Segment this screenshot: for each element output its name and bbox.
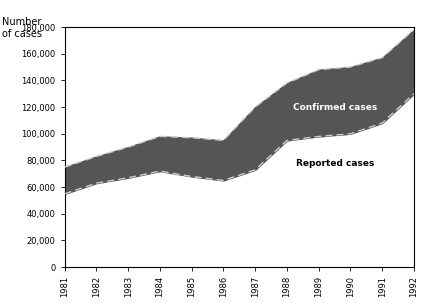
Text: Confirmed cases: Confirmed cases xyxy=(293,103,377,112)
Text: Number: Number xyxy=(2,17,41,27)
Text: Reported cases: Reported cases xyxy=(296,159,375,168)
Text: of cases: of cases xyxy=(2,29,42,39)
